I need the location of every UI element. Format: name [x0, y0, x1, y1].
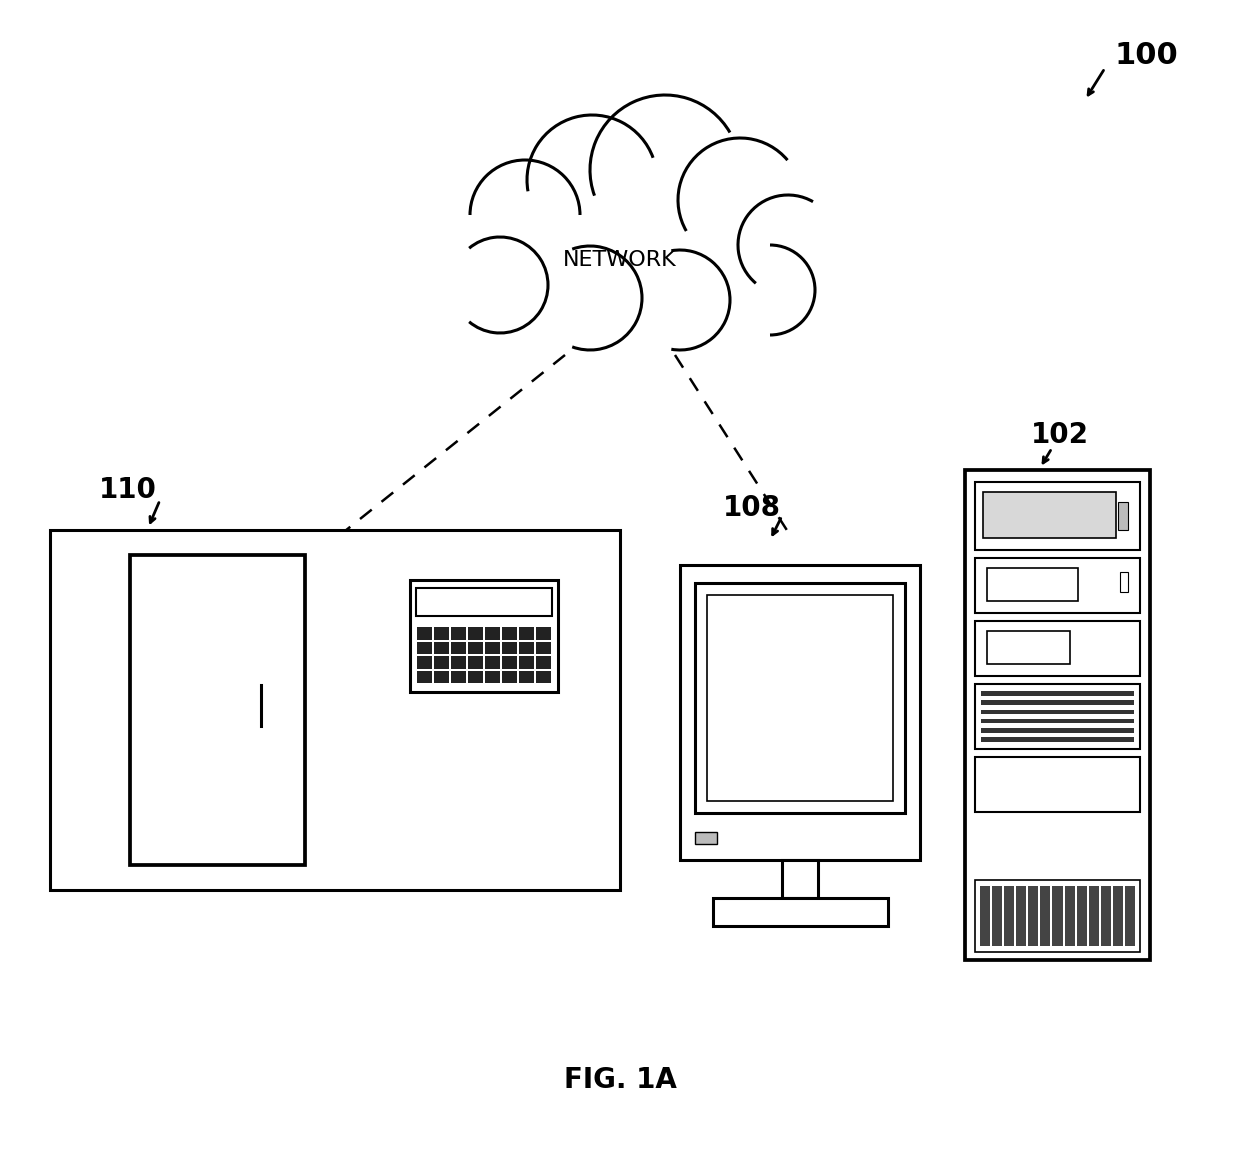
Bar — [1112, 886, 1123, 946]
Bar — [502, 627, 517, 640]
Bar — [536, 656, 551, 669]
Circle shape — [590, 95, 740, 245]
Bar — [1017, 886, 1027, 946]
Bar — [467, 642, 484, 654]
Bar — [987, 568, 1078, 601]
Bar — [451, 656, 466, 669]
Bar — [130, 555, 305, 865]
Bar — [1053, 886, 1063, 946]
Bar — [1004, 886, 1014, 946]
Bar — [981, 700, 1135, 705]
Bar — [451, 642, 466, 654]
Bar — [1040, 886, 1050, 946]
Bar — [1064, 886, 1075, 946]
Bar — [680, 565, 920, 860]
Bar — [975, 482, 1140, 550]
Bar — [981, 728, 1135, 733]
Bar — [782, 860, 818, 897]
Bar — [50, 530, 620, 890]
Bar — [992, 886, 1002, 946]
Bar — [1076, 886, 1086, 946]
Bar — [981, 710, 1135, 714]
Bar — [434, 656, 449, 669]
Bar — [983, 492, 1116, 538]
Bar — [981, 719, 1135, 724]
Circle shape — [725, 245, 815, 335]
Bar — [536, 671, 551, 683]
Bar — [467, 627, 484, 640]
Bar — [467, 656, 484, 669]
Circle shape — [453, 237, 548, 333]
Bar — [520, 656, 534, 669]
Bar — [520, 642, 534, 654]
Circle shape — [678, 138, 802, 263]
Circle shape — [527, 116, 657, 245]
Bar — [1118, 502, 1128, 530]
Text: 108: 108 — [723, 494, 781, 522]
Circle shape — [470, 160, 580, 270]
Bar — [536, 627, 551, 640]
Bar — [417, 627, 432, 640]
Bar — [975, 880, 1140, 952]
Bar — [980, 886, 990, 946]
Circle shape — [630, 250, 730, 350]
Bar — [707, 595, 893, 801]
Bar — [987, 631, 1069, 664]
Bar — [417, 671, 432, 683]
Bar — [975, 684, 1140, 749]
Bar — [520, 627, 534, 640]
Bar — [417, 642, 432, 654]
Text: 110: 110 — [99, 476, 157, 504]
Bar — [410, 580, 558, 692]
Bar — [502, 642, 517, 654]
Bar — [417, 656, 432, 669]
Text: 102: 102 — [1030, 421, 1089, 449]
Text: NETWORK: NETWORK — [563, 250, 677, 270]
Bar — [415, 588, 552, 616]
Bar — [1101, 886, 1111, 946]
Bar — [434, 671, 449, 683]
Bar — [981, 691, 1135, 696]
Bar — [981, 738, 1135, 742]
Bar — [502, 656, 517, 669]
Bar — [485, 656, 500, 669]
Bar — [975, 757, 1140, 812]
Bar — [434, 627, 449, 640]
Bar — [485, 642, 500, 654]
Bar — [434, 642, 449, 654]
Text: 100: 100 — [1115, 41, 1179, 70]
Bar — [467, 671, 484, 683]
Bar — [451, 627, 466, 640]
Bar — [975, 558, 1140, 613]
Text: FIG. 1A: FIG. 1A — [563, 1065, 677, 1093]
Bar — [975, 621, 1140, 676]
Bar — [502, 671, 517, 683]
Bar — [485, 627, 500, 640]
Bar — [520, 671, 534, 683]
Bar — [485, 671, 500, 683]
Bar — [965, 470, 1149, 960]
Bar — [1120, 572, 1128, 592]
Bar — [1089, 886, 1099, 946]
Bar — [451, 671, 466, 683]
Bar — [1125, 886, 1135, 946]
Bar — [713, 897, 888, 925]
Bar — [536, 642, 551, 654]
Bar — [694, 832, 717, 844]
Bar — [694, 584, 905, 813]
Circle shape — [538, 246, 642, 350]
Circle shape — [738, 195, 838, 295]
Bar — [1028, 886, 1038, 946]
